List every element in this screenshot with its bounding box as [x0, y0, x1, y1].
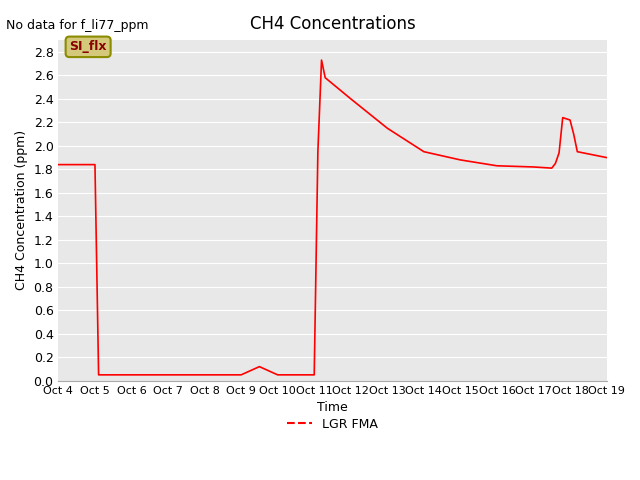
Text: SI_flx: SI_flx	[69, 40, 107, 53]
Title: CH4 Concentrations: CH4 Concentrations	[250, 15, 415, 33]
X-axis label: Time: Time	[317, 401, 348, 414]
Legend: LGR FMA: LGR FMA	[282, 413, 383, 436]
Y-axis label: CH4 Concentration (ppm): CH4 Concentration (ppm)	[15, 131, 28, 290]
Text: No data for f_li77_ppm: No data for f_li77_ppm	[6, 19, 149, 32]
